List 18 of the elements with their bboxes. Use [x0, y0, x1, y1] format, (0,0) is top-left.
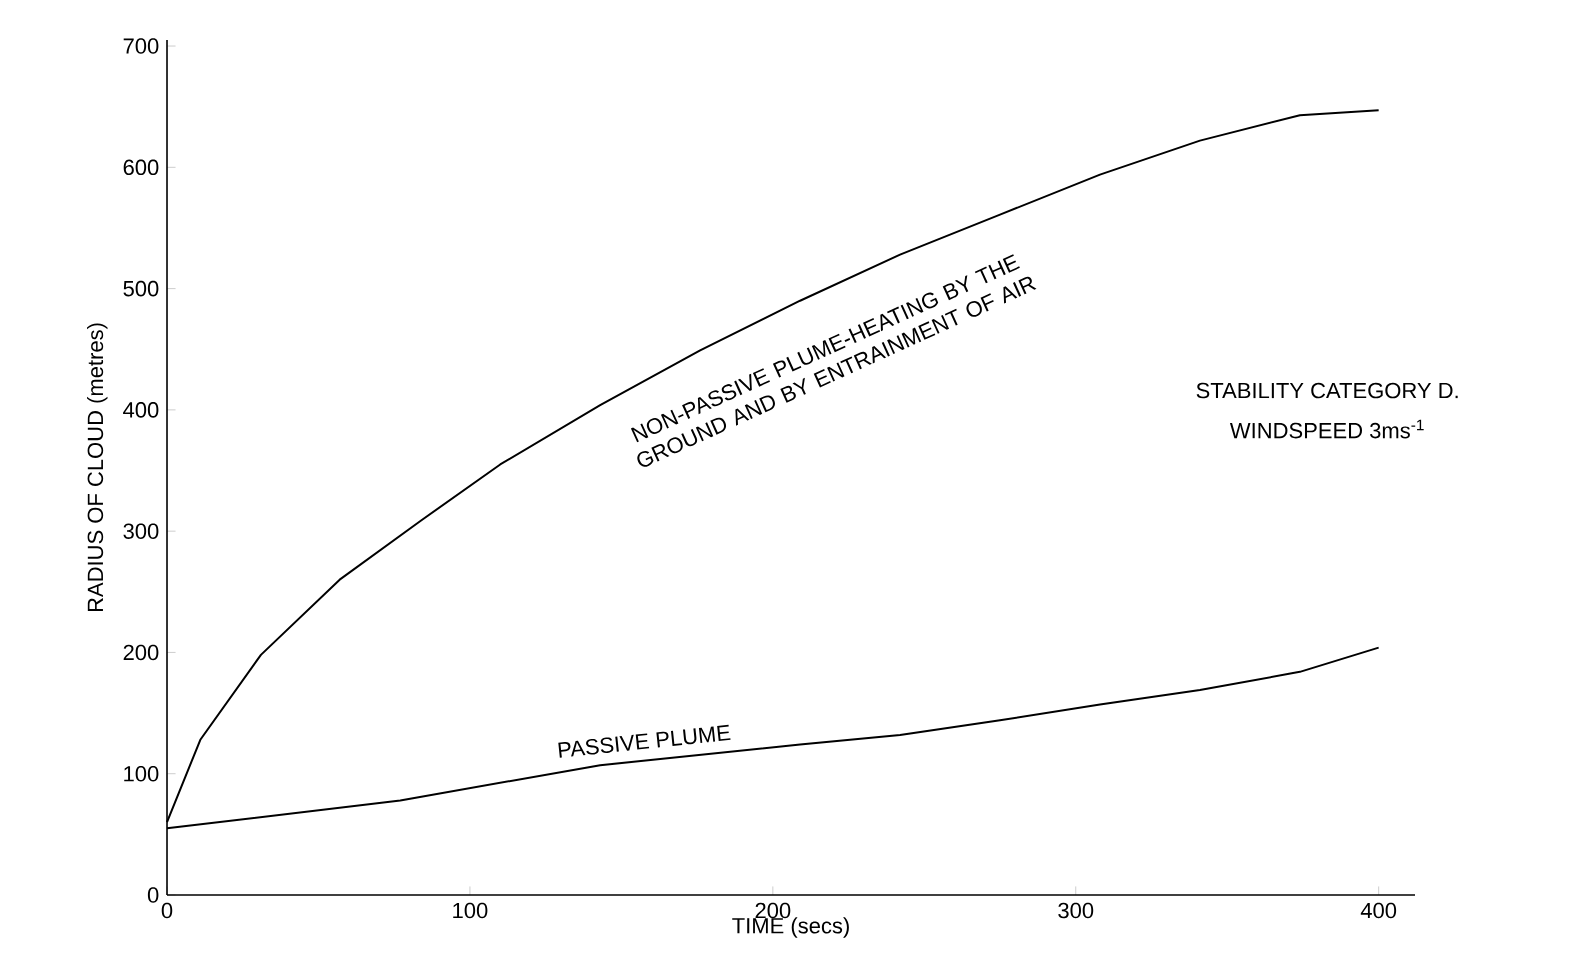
y-tick-label: 600: [123, 159, 159, 176]
annotation: STABILITY CATEGORY D.: [1196, 382, 1458, 399]
text: PASSIVE PLUME: [558, 724, 731, 758]
y-tick-label: 200: [123, 644, 159, 661]
y-tick-label: 500: [123, 280, 159, 297]
x-tick-label: 100: [453, 902, 488, 919]
y-tick-label: 0: [147, 887, 159, 903]
x-axis-title: TIME (secs): [732, 917, 849, 938]
x-tick-label: 300: [1058, 902, 1094, 919]
x-tick-label: 0: [161, 902, 173, 919]
y-tick-label: 700: [123, 38, 159, 54]
y-tick-label: 400: [123, 402, 159, 418]
y-tick-label: 100: [124, 765, 159, 782]
x-tick-label: 200: [755, 902, 791, 919]
annotation: WINDSPEED 3ms$^{-1}$: [1229, 419, 1424, 439]
y-tick-label: 300: [123, 523, 159, 539]
y-axis-title: RADIUS OF CLOUD (metres): [87, 323, 108, 612]
x-tick-label: 400: [1360, 902, 1397, 919]
